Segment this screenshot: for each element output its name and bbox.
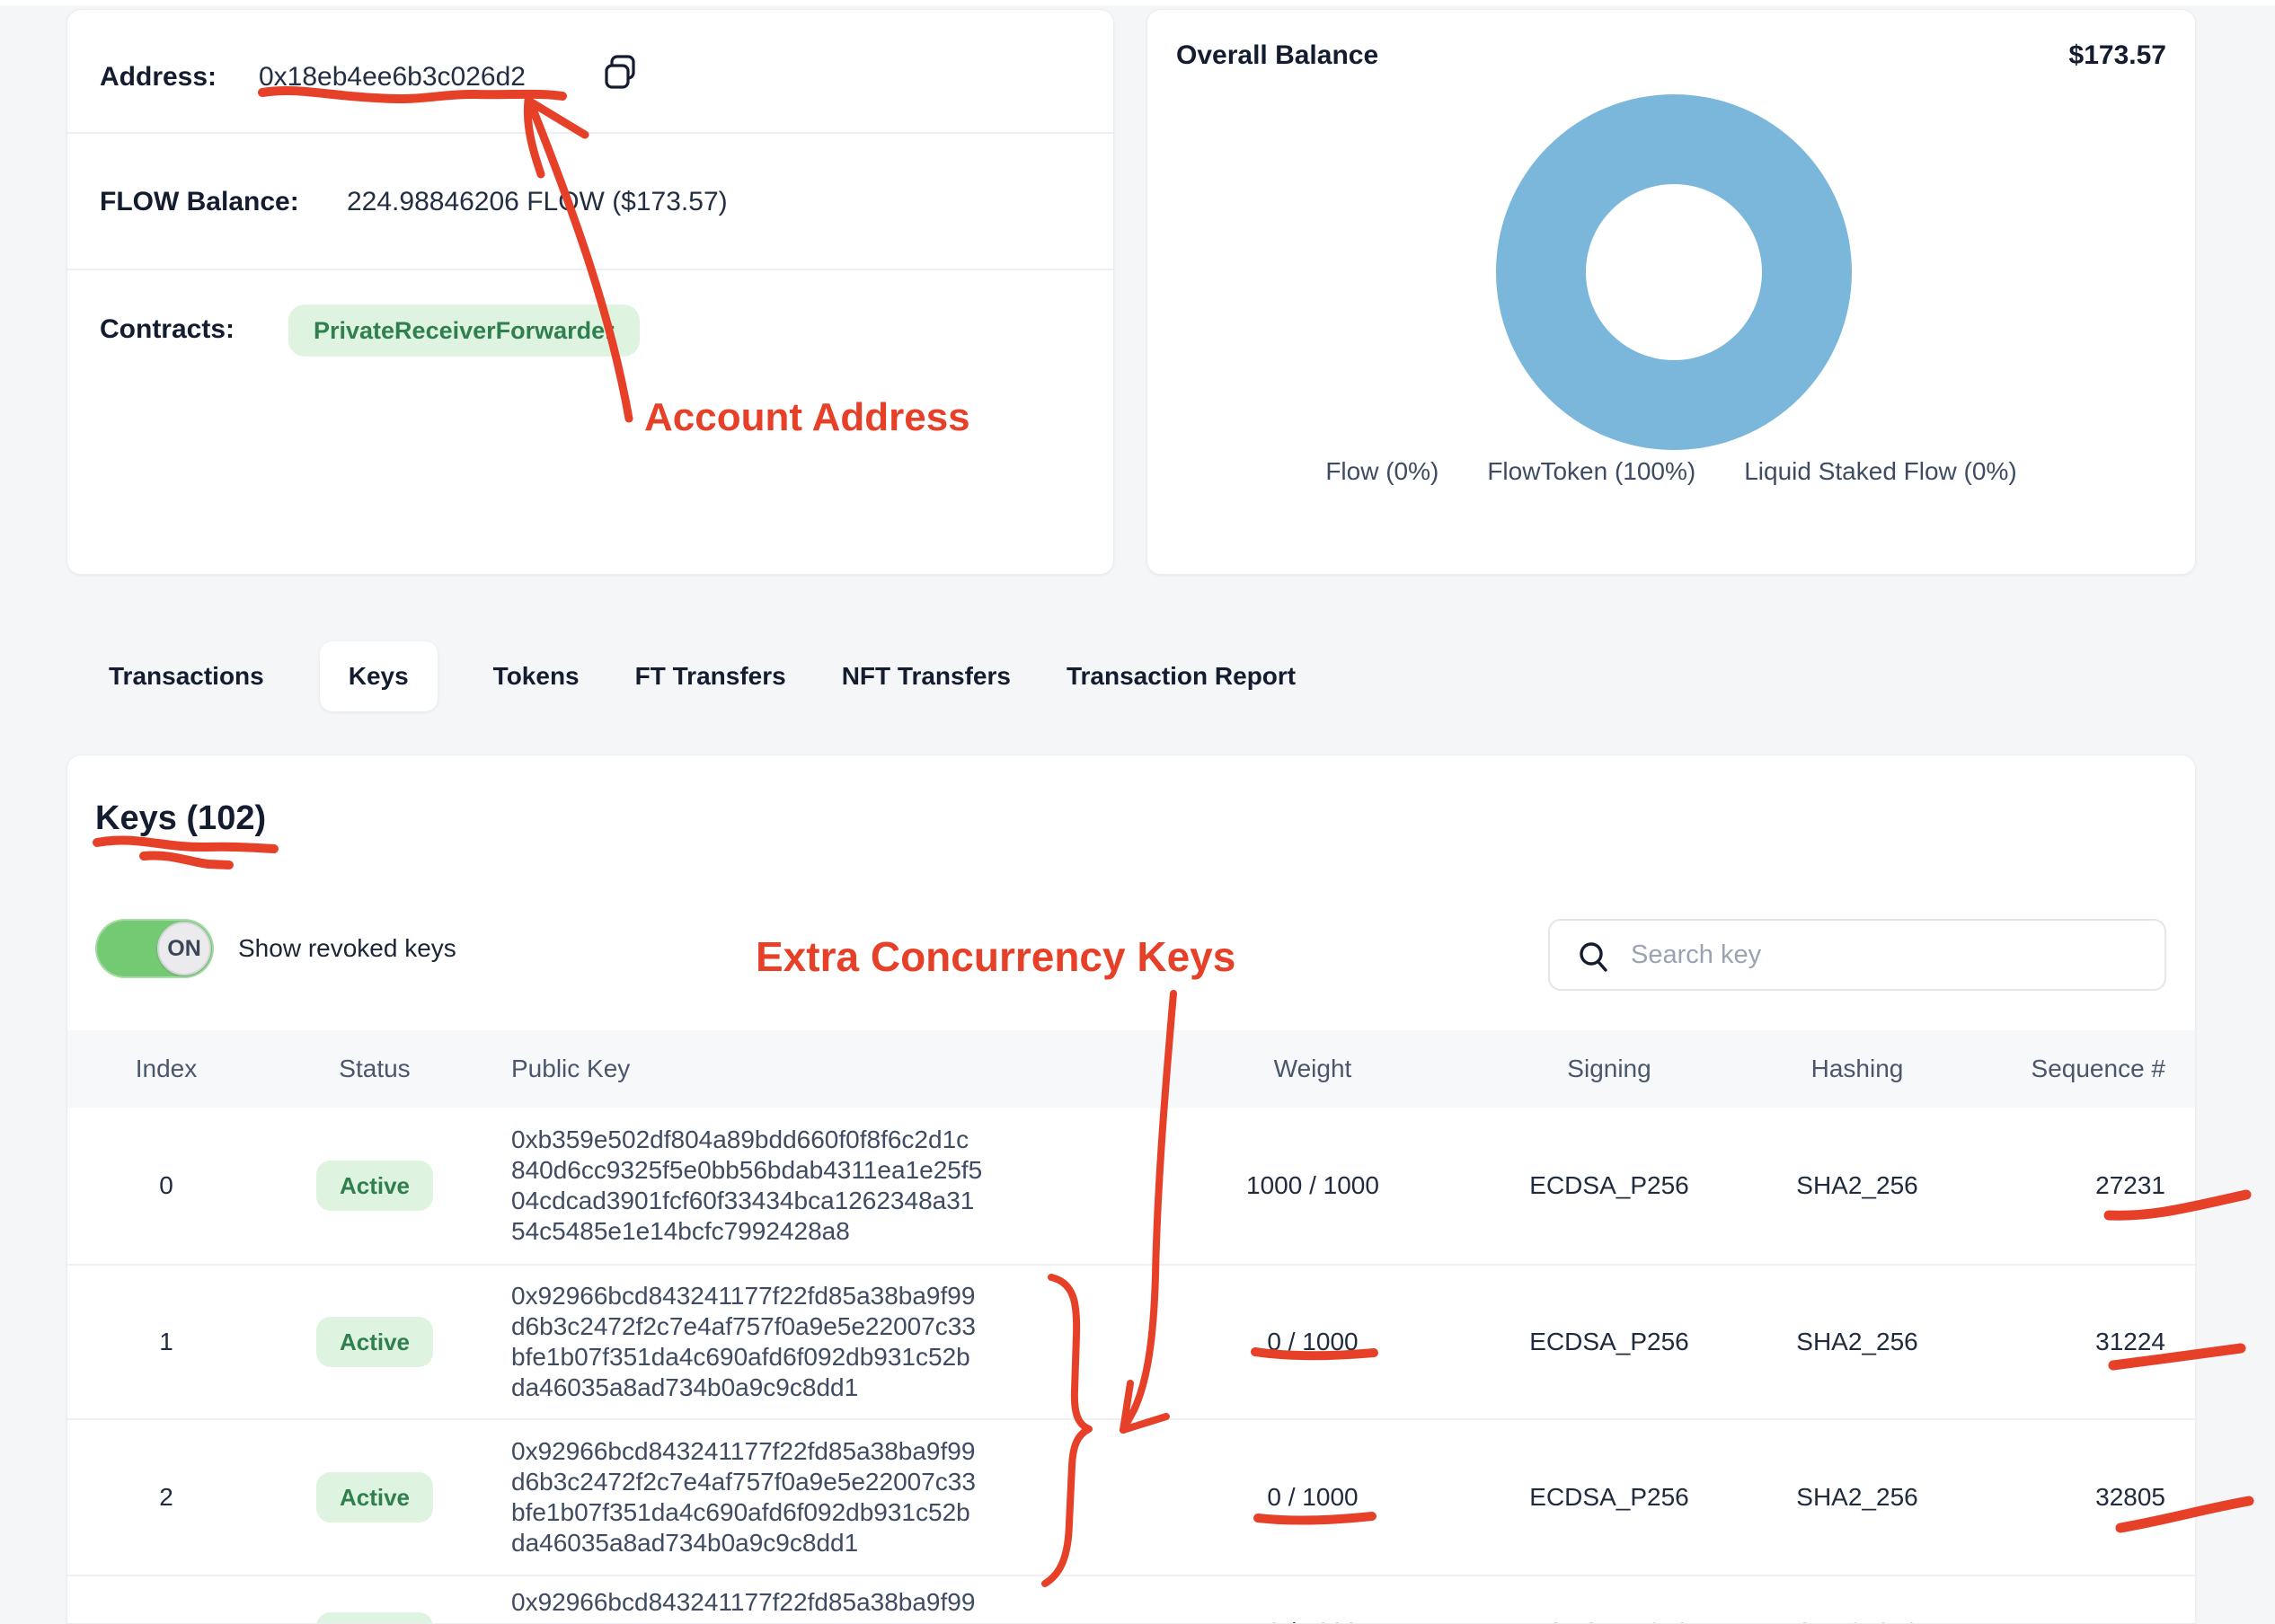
key-weight: 1000 / 1000 <box>1246 1171 1379 1199</box>
balance-donut-chart <box>1496 94 1852 450</box>
legend-item-flow: Flow (0%) <box>1325 457 1439 485</box>
keys-table-body: 0 Active 0xb359e502df804a89bdd660f0f8f6c… <box>67 1108 2195 1623</box>
key-sequence <box>1981 1576 2165 1623</box>
show-revoked-toggle[interactable]: ON <box>95 919 214 978</box>
key-signing: ECDSA_P256 <box>1529 1328 1689 1355</box>
table-row: 1 Active 0x92966bcd843241177f22fd85a38ba… <box>67 1266 2195 1420</box>
key-status: Active <box>238 1266 511 1418</box>
col-sequence: Sequence # <box>2031 1055 2165 1082</box>
status-badge: Active <box>315 1317 434 1367</box>
tab-tokens[interactable]: Tokens <box>492 662 580 690</box>
public-key: 0x92966bcd843241177f22fd85a38ba9f99 d6b3… <box>511 1588 976 1623</box>
col-status: Status <box>339 1055 411 1082</box>
donut-legend: Flow (0%) FlowToken (100%) Liquid Staked… <box>1147 457 2195 486</box>
key-status: Active <box>238 1420 511 1575</box>
col-hashing: Hashing <box>1810 1055 1904 1082</box>
table-row: 0 Active 0xb359e502df804a89bdd660f0f8f6c… <box>67 1108 2195 1266</box>
key-index <box>94 1576 238 1623</box>
show-revoked-label: Show revoked keys <box>238 934 456 962</box>
public-key: 0xb359e502df804a89bdd660f0f8f6c2d1c 840d… <box>511 1125 983 1245</box>
key-index: 1 <box>159 1328 173 1355</box>
status-badge: Active <box>315 1612 434 1623</box>
search-icon <box>1580 942 1607 972</box>
keys-table-header: Index Status Public Key Weight Signing H… <box>67 1030 2195 1108</box>
table-row: Active 0x92966bcd843241177f22fd85a38ba9f… <box>67 1576 2195 1623</box>
public-key: 0x92966bcd843241177f22fd85a38ba9f99 d6b3… <box>511 1437 976 1557</box>
divider <box>67 269 1113 270</box>
col-signing: Signing <box>1567 1055 1651 1082</box>
overall-balance-total: $173.57 <box>2068 40 2166 70</box>
legend-item-flowtoken: FlowToken (100%) <box>1487 457 1696 485</box>
public-key: 0x92966bcd843241177f22fd85a38ba9f99 d6b3… <box>511 1282 976 1401</box>
key-status: Active <box>238 1576 511 1623</box>
key-search-input[interactable] <box>1550 921 2164 989</box>
copy-address-button[interactable] <box>599 53 641 94</box>
key-hashing: SHA2_256 <box>1796 1171 1918 1199</box>
legend-item-liquid-staked: Liquid Staked Flow (0%) <box>1744 457 2017 485</box>
account-tabs: Transactions Keys Tokens FT Transfers NF… <box>109 641 1296 711</box>
key-sequence: 27231 <box>2095 1171 2165 1199</box>
key-hashing: SHA2_256 <box>1796 1328 1918 1355</box>
tab-transactions[interactable]: Transactions <box>109 662 264 690</box>
tab-transaction-report[interactable]: Transaction Report <box>1066 662 1297 690</box>
col-weight: Weight <box>1273 1055 1352 1082</box>
col-index: Index <box>135 1055 198 1082</box>
address-value: 0x18eb4ee6b3c026d2 <box>259 62 526 92</box>
key-hashing: SHA2_256 <box>1733 1576 1981 1623</box>
key-hashing: SHA2_256 <box>1796 1483 1918 1511</box>
table-row: 2 Active 0x92966bcd843241177f22fd85a38ba… <box>67 1420 2195 1576</box>
key-sequence: 31224 <box>2095 1328 2165 1355</box>
key-weight: 0 / 1000 <box>1140 1576 1485 1623</box>
copy-icon <box>605 55 635 89</box>
address-label: Address: <box>100 62 217 92</box>
status-badge: Active <box>315 1472 434 1522</box>
key-sequence: 32805 <box>2095 1483 2165 1511</box>
key-search-box <box>1548 919 2166 991</box>
key-signing: ECDSA_P256 <box>1485 1576 1733 1623</box>
keys-card: Keys (102) ON Show revoked keys Index St… <box>66 755 2196 1624</box>
status-badge: Active <box>315 1161 434 1211</box>
keys-section-title: Keys (102) <box>95 799 267 837</box>
key-index: 0 <box>159 1171 173 1199</box>
tab-nft-transfers[interactable]: NFT Transfers <box>841 662 1011 690</box>
tab-ft-transfers[interactable]: FT Transfers <box>634 662 786 690</box>
overall-balance-card: Overall Balance $173.57 Flow (0%) FlowTo… <box>1146 9 2196 575</box>
key-signing: ECDSA_P256 <box>1529 1483 1689 1511</box>
flow-balance-label: FLOW Balance: <box>100 187 299 216</box>
key-weight: 0 / 1000 <box>1267 1483 1359 1511</box>
flow-balance-value: 224.98846206 FLOW ($173.57) <box>347 187 728 216</box>
contracts-label: Contracts: <box>100 314 235 344</box>
key-weight: 0 / 1000 <box>1267 1328 1359 1355</box>
key-index: 2 <box>159 1483 173 1511</box>
divider <box>67 132 1113 134</box>
col-public-key: Public Key <box>511 1055 631 1082</box>
top-strip <box>0 0 2275 5</box>
account-info-card: Address: 0x18eb4ee6b3c026d2 FLOW Balance… <box>66 9 1114 575</box>
contract-badge[interactable]: PrivateReceiverForwarder <box>288 304 640 357</box>
tab-keys[interactable]: Keys <box>319 641 438 711</box>
toggle-knob: ON <box>157 922 211 975</box>
donut-hole <box>1586 184 1762 360</box>
key-signing: ECDSA_P256 <box>1529 1171 1689 1199</box>
overall-balance-title: Overall Balance <box>1176 40 1379 70</box>
key-status: Active <box>238 1108 511 1264</box>
